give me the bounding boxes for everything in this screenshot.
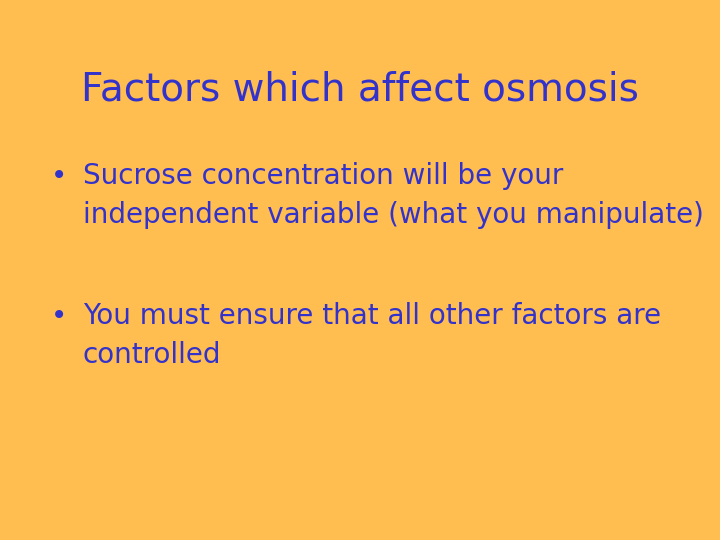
- Text: •: •: [50, 302, 67, 330]
- Text: Sucrose concentration will be your
independent variable (what you manipulate): Sucrose concentration will be your indep…: [83, 162, 703, 229]
- Text: •: •: [50, 162, 67, 190]
- Text: Factors which affect osmosis: Factors which affect osmosis: [81, 70, 639, 108]
- Text: You must ensure that all other factors are
controlled: You must ensure that all other factors a…: [83, 302, 661, 369]
